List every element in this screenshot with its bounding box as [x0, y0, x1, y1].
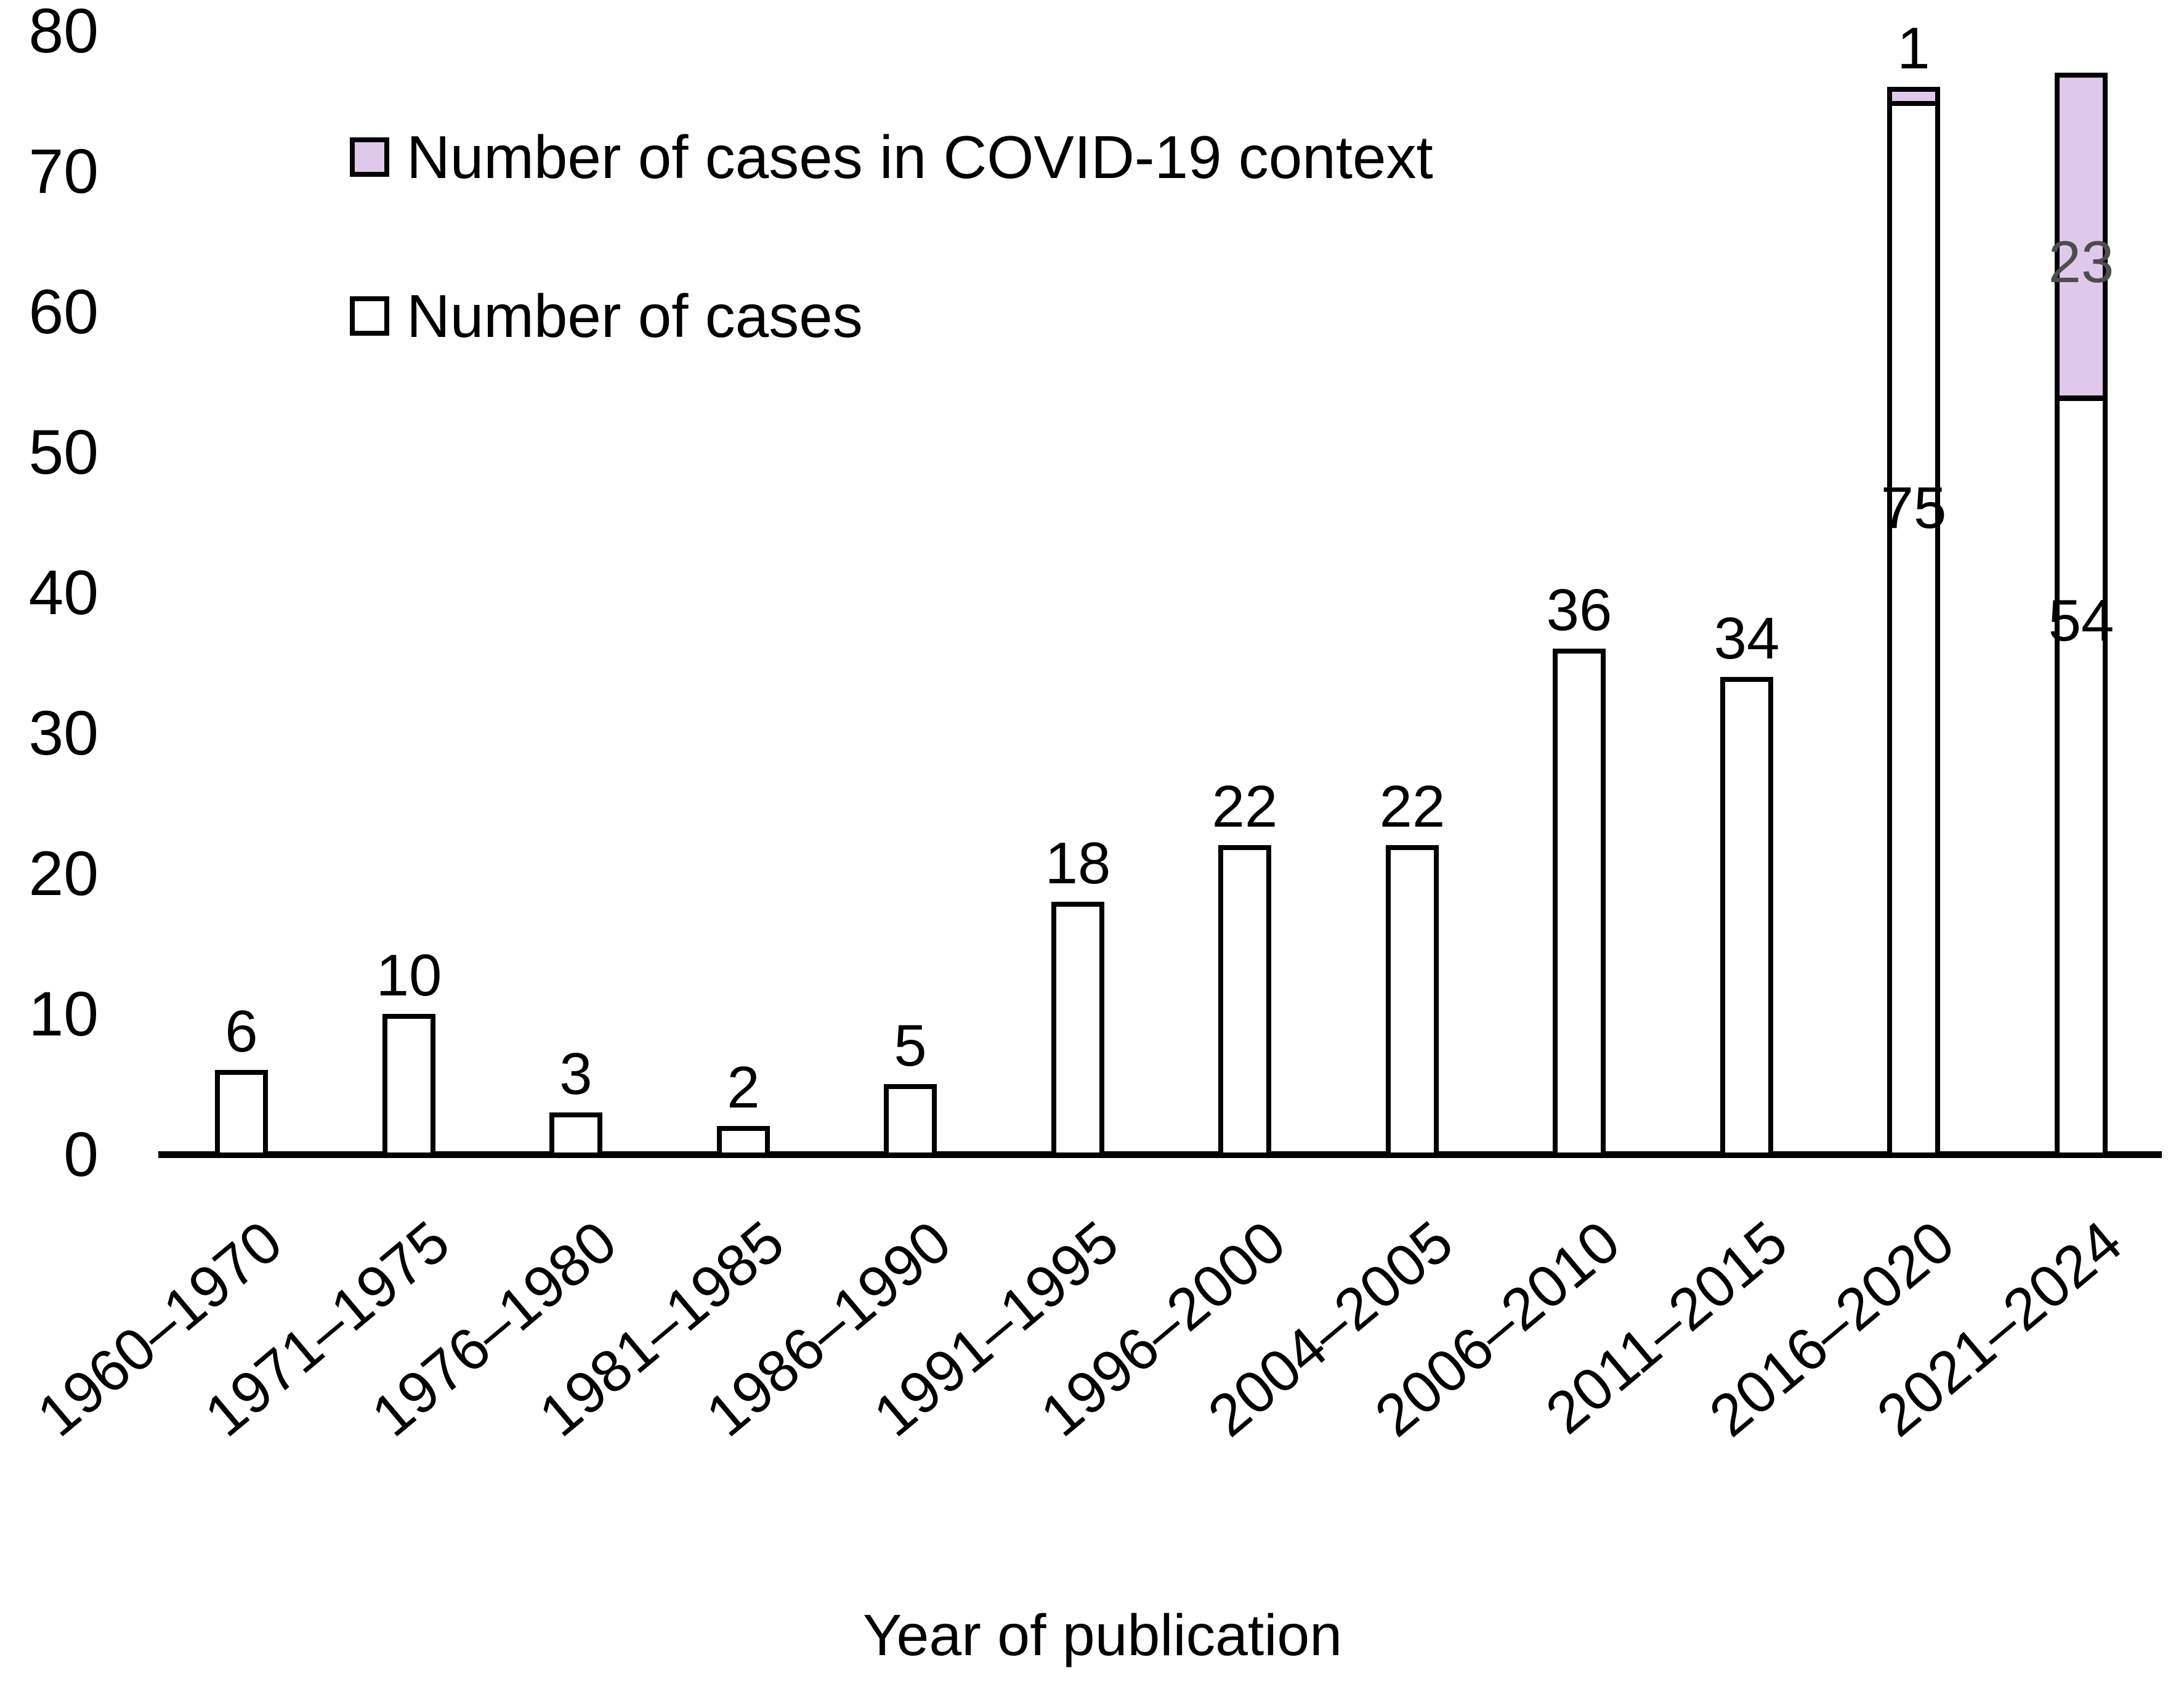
y-tick-label: 40: [28, 557, 99, 628]
bar-segment-cases: [2055, 396, 2108, 1157]
bar-value-label: 5: [894, 1013, 927, 1079]
bar-segment-covid: [1887, 87, 1940, 106]
bar-value-label: 10: [376, 942, 442, 1008]
bar-segment-covid: [2055, 73, 2108, 400]
bar-segment-cases: [1051, 902, 1104, 1157]
bar-segment-cases: [1218, 845, 1271, 1157]
bar-value-label: 3: [559, 1041, 593, 1107]
bar-segment-cases: [1720, 677, 1773, 1157]
bar-value-label: 22: [1379, 774, 1446, 840]
y-tick-label: 50: [28, 417, 99, 487]
bar-segment-cases: [884, 1084, 937, 1157]
legend-swatch-cases-icon: [350, 296, 389, 336]
bar-value-label: 6: [225, 998, 258, 1064]
bar-value-label: 2: [727, 1055, 760, 1120]
y-tick-label: 20: [28, 838, 99, 909]
y-tick-label: 60: [28, 277, 99, 347]
legend-label-cases: Number of cases: [406, 282, 863, 350]
bar-segment-cases: [717, 1126, 770, 1157]
legend-item-covid-cases: Number of cases in COVID-19 context: [350, 125, 1433, 189]
bar-segment-cases: [215, 1070, 268, 1157]
y-tick-label: 80: [28, 0, 99, 66]
bar-segment-cases: [1386, 845, 1439, 1157]
bar-segment-cases: [1887, 101, 1940, 1157]
bar-segment-cases: [549, 1112, 602, 1157]
bar-value-label: 36: [1546, 577, 1612, 643]
legend-label-covid-cases: Number of cases in COVID-19 context: [406, 123, 1433, 191]
y-tick-label: 0: [63, 1119, 99, 1189]
legend-swatch-covid-icon: [350, 137, 389, 177]
legend-item-cases: Number of cases: [350, 284, 863, 348]
y-tick-label: 70: [28, 136, 99, 206]
bar-value-label: 23: [2048, 229, 2114, 295]
bar-segment-cases: [382, 1014, 435, 1157]
x-axis-line: [158, 1151, 2162, 1158]
bar-value-label: 75: [1880, 475, 1947, 541]
y-tick-label: 10: [28, 979, 99, 1049]
y-tick-label: 30: [28, 698, 99, 768]
bar-value-label: 22: [1211, 774, 1278, 840]
bar-value-label: 1: [1897, 15, 1930, 81]
bar-value-label: 54: [2048, 588, 2114, 654]
bar-value-label: 18: [1045, 830, 1111, 896]
bar-value-label: 34: [1713, 606, 1780, 671]
bar-segment-cases: [1553, 649, 1606, 1157]
x-axis-title: Year of publication: [862, 1603, 1343, 1668]
